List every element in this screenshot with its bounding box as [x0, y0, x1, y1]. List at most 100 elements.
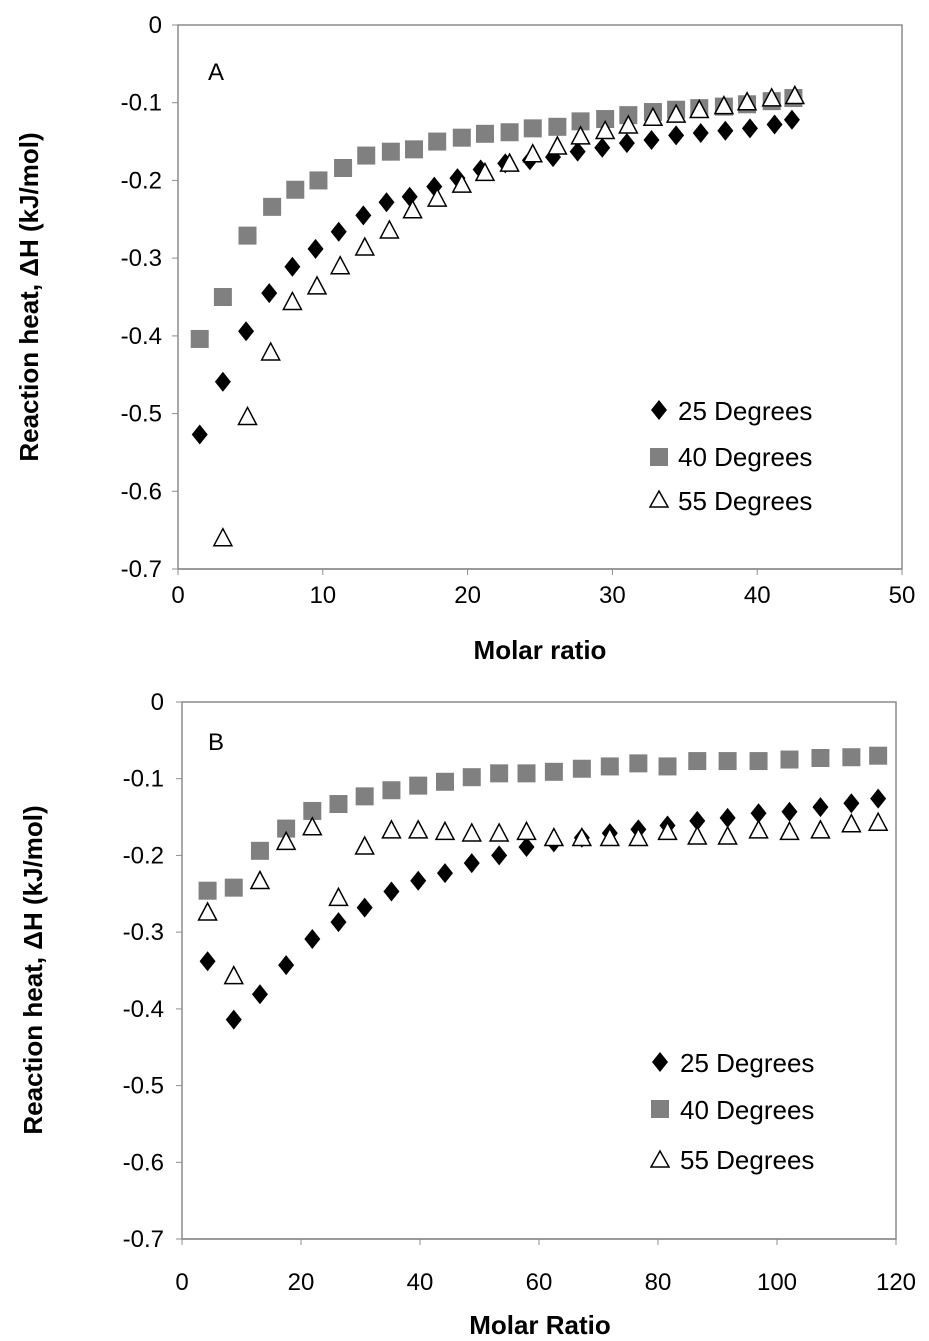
y-tick-label: -0.4 [123, 996, 164, 1023]
data-point-square [749, 752, 768, 771]
plot-area-a [177, 24, 903, 570]
data-point-triangle [571, 826, 593, 847]
data-point-diamond [569, 141, 586, 162]
data-point-triangle [381, 819, 402, 839]
data-point-triangle [407, 819, 429, 839]
data-point-triangle [197, 901, 218, 921]
data-point-diamond [843, 793, 860, 814]
y-tick-label: -0.6 [123, 1149, 164, 1176]
data-point-square [334, 158, 353, 177]
data-point-triangle [543, 826, 565, 847]
data-point-triangle [867, 811, 889, 831]
data-point-square [286, 180, 305, 199]
data-point-diamond [812, 797, 829, 818]
x-tick-label: 50 [889, 582, 916, 609]
data-point-diamond [618, 133, 635, 154]
data-point-diamond [463, 853, 480, 874]
data-points-b [197, 746, 889, 1030]
data-point-square [213, 288, 232, 306]
x-tick-label: 30 [599, 582, 626, 609]
data-point-diamond [668, 125, 685, 146]
panel-b: 0 -0.1 -0.2 -0.3 -0.4 -0.5 -0.6 -0.7 0 2… [18, 689, 916, 1340]
data-point-square [190, 329, 209, 348]
data-point-triangle [748, 819, 769, 839]
data-point-triangle [302, 816, 323, 836]
data-point-triangle [687, 825, 708, 845]
data-point-square [428, 132, 447, 151]
data-point-diamond [643, 130, 660, 151]
y-tick-label: -0.7 [123, 1226, 164, 1253]
data-point-square [811, 749, 830, 768]
data-point-triangle [657, 820, 678, 841]
x-ticks-b: 0 20 40 60 80 100 120 [175, 1239, 916, 1296]
data-point-square [355, 787, 374, 806]
data-point-square [517, 764, 536, 783]
x-tick-label: 0 [171, 582, 184, 609]
data-point-diamond [199, 951, 216, 972]
data-point-triangle [426, 187, 448, 207]
data-point-square [303, 801, 322, 820]
data-point-square [780, 750, 799, 769]
data-point-square [250, 841, 269, 860]
data-point-diamond [191, 424, 208, 445]
data-point-square [688, 752, 707, 771]
data-point-triangle [713, 94, 735, 115]
legend-marker-diamond [651, 400, 667, 420]
data-point-triangle [499, 152, 520, 172]
data-point-diamond [436, 863, 453, 884]
legend-marker-triangle [649, 1149, 671, 1168]
data-point-diamond [781, 801, 798, 822]
data-point-diamond [766, 114, 783, 135]
data-point-diamond [356, 897, 373, 918]
legend-label: 25 Degrees [680, 1048, 814, 1078]
data-point-square [571, 112, 590, 131]
data-point-square [490, 764, 509, 783]
data-point-diamond [594, 137, 611, 158]
data-point-diamond [719, 807, 736, 828]
legend-label: 40 Degrees [680, 1095, 814, 1125]
y-axis-title-b: Reaction heat, ΔH (kJ/mol) [18, 805, 48, 1134]
plot-area-b [181, 701, 897, 1240]
data-point-diamond [491, 845, 508, 866]
data-point-triangle [522, 143, 544, 163]
data-point-triangle [237, 405, 258, 426]
x-ticks-a: 0 10 20 30 40 50 [171, 569, 915, 609]
data-point-triangle [841, 813, 862, 833]
legend-a: 25 Degrees 40 Degrees 55 Degrees [648, 396, 812, 516]
legend-label: 55 Degrees [678, 486, 812, 516]
x-tick-label: 0 [175, 1269, 188, 1296]
data-point-square [462, 768, 481, 787]
data-point-triangle [784, 84, 806, 105]
legend-item-55-degrees: 55 Degrees [648, 486, 812, 516]
data-point-diamond [330, 912, 347, 933]
data-point-square [475, 124, 494, 143]
data-point-diamond [214, 371, 231, 392]
data-point-triangle [736, 91, 758, 111]
data-point-square [329, 795, 348, 814]
data-point-diamond [278, 955, 295, 976]
y-tick-label: -0.3 [121, 245, 162, 272]
data-point-square [596, 110, 615, 129]
data-point-square [382, 781, 401, 800]
data-point-diamond [750, 803, 767, 824]
legend-item-40-degrees: 40 Degrees [651, 1095, 814, 1125]
x-tick-label: 40 [744, 582, 771, 609]
data-point-square [198, 881, 217, 900]
data-point-triangle [474, 161, 496, 182]
legend-label: 25 Degrees [678, 396, 812, 426]
legend-item-25-degrees: 25 Degrees [652, 1048, 814, 1078]
data-point-triangle [306, 275, 328, 295]
data-point-triangle [329, 255, 351, 275]
data-point-square [842, 748, 861, 767]
data-point-diamond [330, 221, 347, 242]
data-point-triangle [354, 835, 375, 855]
data-point-square [600, 757, 619, 776]
data-point-square [869, 746, 888, 765]
data-point-square [548, 117, 567, 136]
y-tick-label: -0.2 [121, 167, 162, 194]
y-tick-label: 0 [149, 12, 162, 39]
data-point-triangle [488, 822, 510, 842]
legend-marker-diamond [652, 1052, 668, 1072]
data-point-square [409, 776, 428, 795]
